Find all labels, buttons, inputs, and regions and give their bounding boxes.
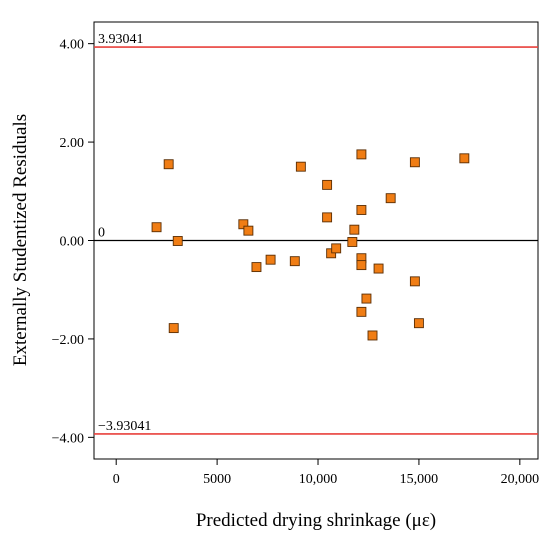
data-point [295,161,306,172]
data-point [367,330,378,341]
data-point [322,179,333,190]
data-point [347,237,358,247]
x-axis-ticks: 0 5000 10,000 15,000 20,000 [113,459,539,487]
x-tick-label: 20,000 [501,472,540,487]
data-point [413,318,424,329]
data-point [322,212,333,223]
data-point [459,153,470,164]
data-point [373,263,384,274]
x-axis-label: Predicted drying shrinkage (με) [196,510,436,531]
data-points [151,149,470,341]
data-point [361,293,372,304]
y-tick-label: 4.00 [60,38,85,53]
y-axis-ticks: 4.00 2.00 0.00 −2.00 −4.00 [52,38,94,446]
data-point [251,262,262,273]
y-tick-label: −4.00 [52,431,84,446]
lower-limit-label: −3.93041 [98,419,151,434]
data-point [331,243,342,254]
x-tick-label: 15,000 [400,472,439,487]
data-point [349,224,360,235]
y-tick-label: −2.00 [52,333,84,348]
data-point [289,256,300,267]
data-point [238,219,249,230]
y-tick-label: 0.00 [60,235,85,250]
data-point [409,157,420,168]
upper-limit-label: 3.93041 [98,32,144,47]
data-point [163,159,174,170]
data-point [409,276,420,287]
y-tick-label: 2.00 [60,136,85,151]
zero-line-label: 0 [98,226,105,241]
data-point [168,323,179,334]
data-point [151,222,162,233]
y-axis-label: Externally Studentized Residuals [10,114,31,366]
data-point [356,149,367,160]
x-tick-label: 0 [113,472,120,487]
data-point [243,225,254,236]
data-point [385,193,396,204]
data-point [356,260,367,271]
data-point [172,236,183,246]
reference-lines: 3.93041 0 −3.93041 [94,32,538,435]
x-tick-label: 10,000 [299,472,338,487]
data-point [356,205,367,215]
x-tick-label: 5000 [203,472,231,487]
data-point [356,306,367,317]
data-point [265,254,276,265]
